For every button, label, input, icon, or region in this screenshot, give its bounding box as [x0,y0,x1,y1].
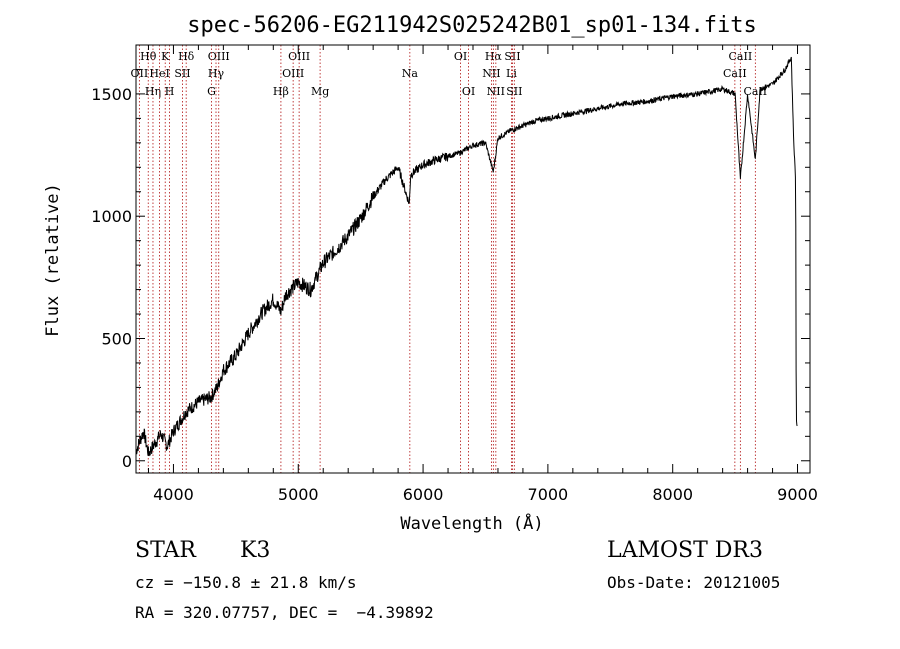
y-tick-label-1: 500 [101,329,132,348]
line-label-24: CaII [729,50,753,63]
line-label-2: Hη [145,85,161,98]
line-label-8: OIII [208,50,230,63]
line-label-9: Hγ [208,67,225,80]
line-label-6: Hδ [178,50,195,63]
line-label-3: K [161,50,170,63]
object-subclass: K3 [240,538,271,563]
x-tick-label-5: 9000 [777,485,818,504]
line-label-25: CaII [723,67,747,80]
line-label-14: Mg [311,85,329,98]
y-tick-label-0: 0 [122,452,132,471]
line-label-23: SII [506,85,522,98]
line-label-13: OIII [282,67,304,80]
line-label-21: SII [504,50,520,63]
plot-frame [135,44,811,474]
x-tick-label-1: 5000 [278,485,319,504]
line-label-10: G [207,85,216,98]
x-tick-label-3: 7000 [528,485,569,504]
line-label-16: OI [454,50,467,63]
line-label-17: OI [462,85,475,98]
spectrum-line [135,56,798,457]
line-label-11: Hβ [273,85,289,98]
x-tick-label-4: 8000 [652,485,693,504]
line-label-15: Na [402,67,419,80]
y-axis-label: Flux (relative) [43,183,63,337]
survey-name: LAMOST DR3 [607,538,763,563]
ra-dec-coordinates: RA = 320.07757, DEC = −4.39892 [135,603,434,622]
line-label-19: NII [482,67,500,80]
object-class: STAR [135,538,196,563]
line-label-0: Hθ [140,50,157,63]
x-axis-label: Wavelength (Å) [400,512,543,534]
y-tick-label-3: 1500 [91,85,132,104]
x-tick-label-2: 6000 [403,485,444,504]
line-label-20: NII [487,85,505,98]
chart-title: spec-56206-EG211942S025242B01_sp01-134.f… [187,13,757,38]
line-label-18: Hα [485,50,503,63]
y-tick-label-2: 1000 [91,207,132,226]
line-label-1: OII [131,67,149,80]
line-label-22: Li [506,67,517,80]
line-label-4: HeI [149,67,169,80]
redshift-cz: cz = −150.8 ± 21.8 km/s [135,573,357,592]
line-label-5: H [165,85,175,98]
x-tick-label-0: 4000 [153,485,194,504]
line-label-7: SII [174,67,190,80]
observation-date: Obs-Date: 20121005 [607,573,781,592]
line-label-12: OIII [288,50,310,63]
